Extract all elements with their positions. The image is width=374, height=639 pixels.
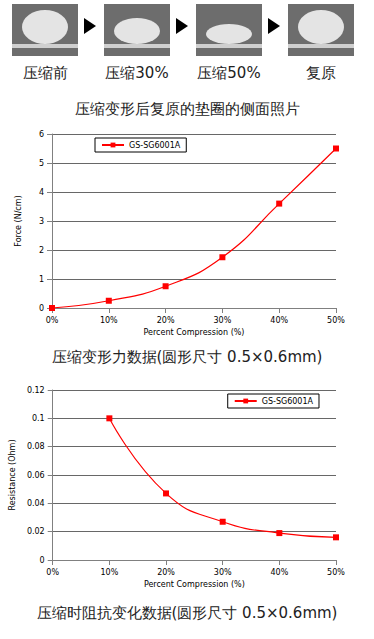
svg-text:0.06: 0.06 — [27, 471, 45, 480]
svg-text:4: 4 — [39, 188, 44, 197]
svg-text:0%: 0% — [46, 568, 59, 577]
html-text:压缩时阻抗变化数据(圆形尺寸 0.5×0.6mm): 压缩时阻抗变化数据(圆形尺寸 0.5×0.6mm) — [36, 604, 338, 622]
svg-text:0.12: 0.12 — [27, 386, 45, 395]
svg-text:6: 6 — [39, 130, 44, 139]
svg-text:10%: 10% — [100, 316, 118, 325]
svg-text:0.08: 0.08 — [27, 442, 45, 451]
svg-text:30%: 30% — [214, 568, 232, 577]
svg-text:0: 0 — [40, 556, 45, 565]
svg-text:Force (N/cm): Force (N/cm) — [14, 195, 23, 246]
html-text:压缩前: 压缩前 — [22, 64, 68, 82]
svg-text:2: 2 — [39, 246, 44, 255]
html-text:复原: 复原 — [306, 64, 336, 82]
svg-text:GS-SG6001A: GS-SG6001A — [262, 397, 314, 406]
svg-text:Percent Compression (%): Percent Compression (%) — [144, 580, 245, 589]
svg-text:3: 3 — [39, 217, 44, 226]
svg-text:40%: 40% — [270, 316, 288, 325]
html-text:压缩50%: 压缩50% — [197, 64, 261, 82]
svg-text:0.02: 0.02 — [27, 527, 45, 536]
svg-text:1: 1 — [39, 275, 44, 284]
svg-text:50%: 50% — [327, 568, 345, 577]
svg-text:0%: 0% — [46, 316, 59, 325]
svg-text:GS-SG6001A: GS-SG6001A — [129, 141, 181, 150]
svg-text:0: 0 — [39, 304, 44, 313]
svg-text:30%: 30% — [214, 316, 232, 325]
svg-text:20%: 20% — [157, 316, 175, 325]
svg-text:40%: 40% — [270, 568, 288, 577]
svg-text:20%: 20% — [157, 568, 175, 577]
svg-text:50%: 50% — [327, 316, 345, 325]
svg-text:10%: 10% — [100, 568, 118, 577]
html-text:压缩30%: 压缩30% — [105, 64, 169, 82]
svg-text:0.1: 0.1 — [32, 414, 45, 423]
svg-text:Resistance (Ohm): Resistance (Ohm) — [8, 439, 17, 510]
svg-text:5: 5 — [39, 159, 44, 168]
html-text:压缩变形后复原的垫圈的侧面照片: 压缩变形后复原的垫圈的侧面照片 — [74, 100, 300, 118]
svg-text:Percent Compression (%): Percent Compression (%) — [144, 328, 245, 337]
html-text:压缩变形力数据(圆形尺寸 0.5×0.6mm): 压缩变形力数据(圆形尺寸 0.5×0.6mm) — [51, 348, 323, 366]
svg-text:0.04: 0.04 — [27, 499, 45, 508]
